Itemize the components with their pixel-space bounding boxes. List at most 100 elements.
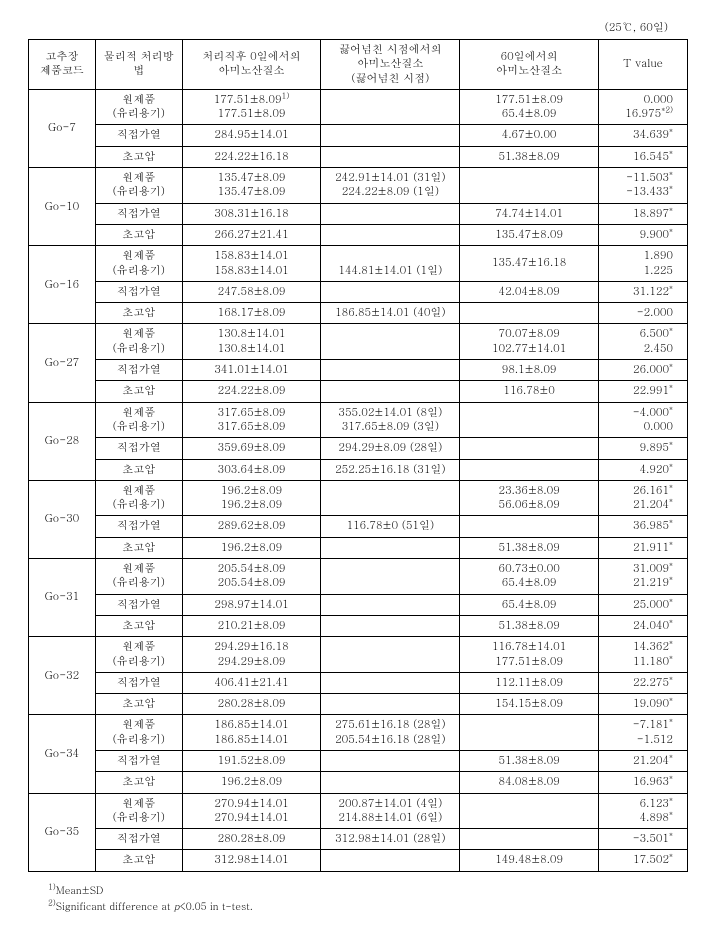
- tvalue-cell: 16.963*: [599, 772, 688, 793]
- tvalue-cell: 0.00016.975*2): [599, 89, 688, 125]
- t60-cell: [460, 168, 599, 204]
- tvalue-cell: 6.500*2.450: [599, 324, 688, 360]
- header-row: 고추장제품코드 물리적 처리방법 처리직후 0일에서의아미노산질소 끓어넘친 시…: [29, 40, 688, 90]
- table-row: 초고압210.21±8.0951.38±8.0924.040*: [29, 615, 688, 636]
- t60-cell: 149.48±8.09: [460, 850, 599, 871]
- method-cell: 초고압: [95, 694, 182, 715]
- tvalue-cell: 25.000*: [599, 594, 688, 615]
- t60-cell: 135.47±8.09: [460, 224, 599, 245]
- method-cell: 직접가열: [95, 594, 182, 615]
- table-row: 초고압224.22±8.09116.78±022.991*: [29, 381, 688, 402]
- t0-cell: 224.22±8.09: [182, 381, 321, 402]
- method-cell: 초고압: [95, 381, 182, 402]
- tvalue-cell: 31.122*: [599, 281, 688, 302]
- overflow-cell: [321, 594, 460, 615]
- table-row: Go-7원제품(유리용기)177.51±8.091)177.51±8.09177…: [29, 89, 688, 125]
- tvalue-cell: 9.895*: [599, 438, 688, 459]
- method-cell: 원제품(유리용기): [95, 168, 182, 204]
- overflow-cell: 144.81±14.01 (1일): [321, 246, 460, 282]
- overflow-cell: [321, 694, 460, 715]
- table-row: 직접가열191.52±8.0951.38±8.0921.204*: [29, 750, 688, 771]
- table-row: 초고압168.17±8.09186.85±14.01 (40일)-2.000: [29, 303, 688, 324]
- t60-cell: 4.67±0.00: [460, 125, 599, 146]
- t0-cell: 168.17±8.09: [182, 303, 321, 324]
- table-row: 직접가열341.01±14.0198.1±8.0926.000*: [29, 360, 688, 381]
- method-cell: 원제품(유리용기): [95, 89, 182, 125]
- t60-cell: 51.38±8.09: [460, 537, 599, 558]
- t0-cell: 298.97±14.01: [182, 594, 321, 615]
- overflow-cell: [321, 772, 460, 793]
- overflow-cell: [321, 480, 460, 516]
- tvalue-cell: 21.204*: [599, 750, 688, 771]
- tvalue-cell: 18.897*: [599, 203, 688, 224]
- table-row: Go-34원제품(유리용기)186.85±14.01186.85±14.0127…: [29, 715, 688, 751]
- t60-cell: 84.08±8.09: [460, 772, 599, 793]
- method-cell: 원제품(유리용기): [95, 715, 182, 751]
- footnote-2: 2)Significant difference at p<0.05 in t-…: [48, 898, 696, 914]
- method-cell: 원제품(유리용기): [95, 637, 182, 673]
- tvalue-cell: -2.000: [599, 303, 688, 324]
- tvalue-cell: 26.161*21.204*: [599, 480, 688, 516]
- table-row: 직접가열289.62±8.09116.78±0 (51일)36.985*: [29, 516, 688, 537]
- t0-cell: 406.41±21.41: [182, 672, 321, 693]
- table-row: 직접가열308.31±16.18 74.74±14.0118.897*: [29, 203, 688, 224]
- t60-cell: 154.15±8.09: [460, 694, 599, 715]
- overflow-cell: [321, 615, 460, 636]
- t60-cell: 65.4±8.09: [460, 594, 599, 615]
- method-cell: 직접가열: [95, 203, 182, 224]
- product-code: Go-32: [29, 637, 96, 715]
- overflow-cell: 275.61±16.18 (28일)205.54±16.18 (28일): [321, 715, 460, 751]
- table-row: 직접가열280.28±8.09312.98±14.01 (28일)-3.501*: [29, 829, 688, 850]
- method-cell: 초고압: [95, 850, 182, 871]
- header-tval: T value: [599, 40, 688, 90]
- t60-cell: [460, 402, 599, 438]
- t0-cell: 186.85±14.01186.85±14.01: [182, 715, 321, 751]
- tvalue-cell: 14.362*11.180*: [599, 637, 688, 673]
- table-row: Go-31원제품(유리용기)205.54±8.09205.54±8.0960.7…: [29, 559, 688, 595]
- t60-cell: 74.74±14.01: [460, 203, 599, 224]
- method-cell: 직접가열: [95, 750, 182, 771]
- table-row: Go-35원제품(유리용기)270.94±14.01270.94±14.0120…: [29, 793, 688, 829]
- t0-cell: 317.65±8.09317.65±8.09: [182, 402, 321, 438]
- t60-cell: [460, 715, 599, 751]
- overflow-cell: [321, 146, 460, 167]
- tvalue-cell: -11.503*-13.433*: [599, 168, 688, 204]
- overflow-cell: [321, 637, 460, 673]
- table-row: 직접가열406.41±21.41112.11±8.0922.275*: [29, 672, 688, 693]
- t0-cell: 247.58±8.09: [182, 281, 321, 302]
- tvalue-cell: -7.181*-1.512: [599, 715, 688, 751]
- table-row: 초고압266.27±21.41135.47±8.099.900*: [29, 224, 688, 245]
- tvalue-cell: 36.985*: [599, 516, 688, 537]
- tvalue-cell: 16.545*: [599, 146, 688, 167]
- table-row: Go-32원제품(유리용기)294.29±16.18294.29±8.09116…: [29, 637, 688, 673]
- t0-cell: 177.51±8.091)177.51±8.09: [182, 89, 321, 125]
- t60-cell: 177.51±8.0965.4±8.09: [460, 89, 599, 125]
- t0-cell: 196.2±8.09196.2±8.09: [182, 480, 321, 516]
- overflow-cell: [321, 381, 460, 402]
- t60-cell: [460, 793, 599, 829]
- product-code: Go-16: [29, 246, 96, 324]
- t60-cell: 112.11±8.09: [460, 672, 599, 693]
- overflow-cell: [321, 224, 460, 245]
- t60-cell: 42.04±8.09: [460, 281, 599, 302]
- tvalue-cell: 17.502*: [599, 850, 688, 871]
- method-cell: 초고압: [95, 537, 182, 558]
- t60-cell: 23.36±8.0956.06±8.09: [460, 480, 599, 516]
- tvalue-cell: -3.501*: [599, 829, 688, 850]
- table-row: 직접가열359.69±8.09294.29±8.09 (28일)9.895*: [29, 438, 688, 459]
- t0-cell: 303.64±8.09: [182, 459, 321, 480]
- t0-cell: 130.8±14.01130.8±14.01: [182, 324, 321, 360]
- table-row: Go-16원제품(유리용기)158.83±14.01158.83±14.0114…: [29, 246, 688, 282]
- table-caption: (25℃, 60일): [20, 20, 696, 35]
- tvalue-cell: -4.000*0.000: [599, 402, 688, 438]
- data-table: 고추장제품코드 물리적 처리방법 처리직후 0일에서의아미노산질소 끓어넘친 시…: [28, 39, 688, 872]
- t60-cell: 51.38±8.09: [460, 615, 599, 636]
- method-cell: 원제품(유리용기): [95, 402, 182, 438]
- table-row: 초고압196.2±8.0951.38±8.0921.911*: [29, 537, 688, 558]
- t0-cell: 308.31±16.18: [182, 203, 321, 224]
- method-cell: 초고압: [95, 615, 182, 636]
- tvalue-cell: 6.123*4.898*: [599, 793, 688, 829]
- method-cell: 직접가열: [95, 516, 182, 537]
- overflow-cell: [321, 559, 460, 595]
- method-cell: 초고압: [95, 224, 182, 245]
